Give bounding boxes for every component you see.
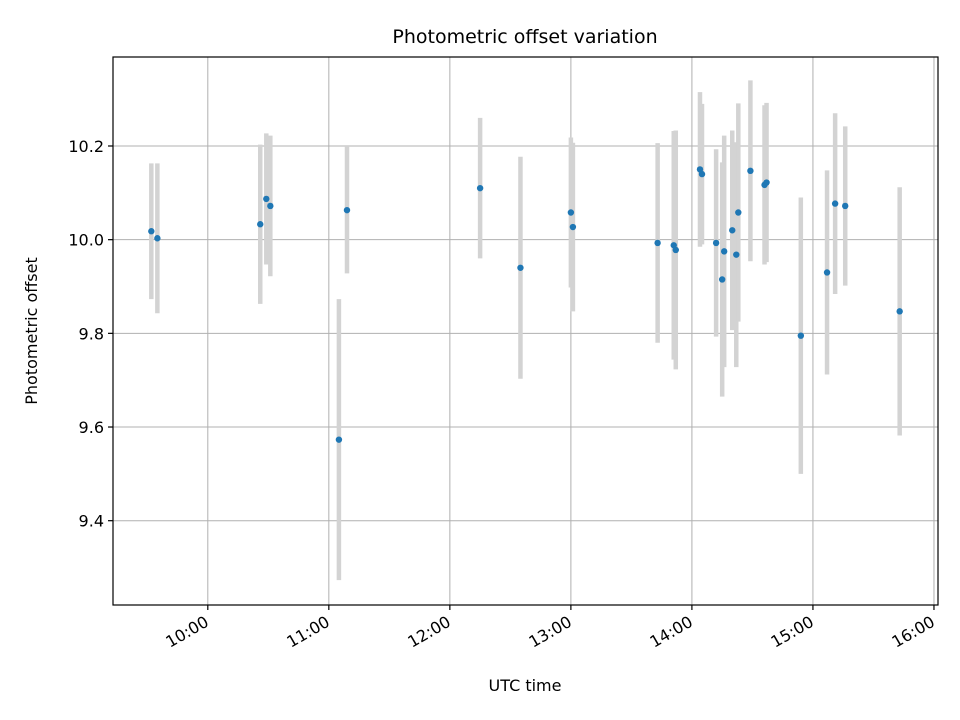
data-point [831,200,839,207]
data-point [712,239,720,247]
data-point [257,221,264,228]
data-point [517,264,524,271]
data-point [842,202,849,210]
data-point [729,227,736,234]
data-point [654,239,661,247]
data-point [569,223,577,231]
data-point [263,195,270,203]
x-axis-label: UTC time [489,676,562,695]
data-point [720,248,728,255]
y-tick-label: 9.4 [79,512,104,531]
data-point [718,276,726,283]
data-point [476,184,484,192]
data-point [823,269,831,276]
plot-area-background [113,57,938,605]
plot-frame [112,56,939,606]
data-point [735,209,742,216]
data-point [343,206,351,214]
data-point [763,179,770,186]
data-point [896,308,903,315]
data-point [733,251,740,258]
data-point [672,246,679,254]
data-point [797,332,805,339]
data-point [148,228,155,235]
y-tick-label: 10.2 [68,137,104,156]
y-axis-label: Photometric offset [22,257,41,405]
data-point [567,209,575,216]
chart-title: Photometric offset variation [392,26,657,48]
data-point [154,235,161,242]
y-tick-label: 9.8 [79,324,104,343]
data-point [747,167,754,175]
data-point [698,170,706,178]
y-tick-label: 9.6 [79,418,104,437]
data-point [335,436,343,443]
y-tick-label: 10.0 [68,231,104,250]
data-points [148,166,903,443]
data-point [267,202,274,210]
